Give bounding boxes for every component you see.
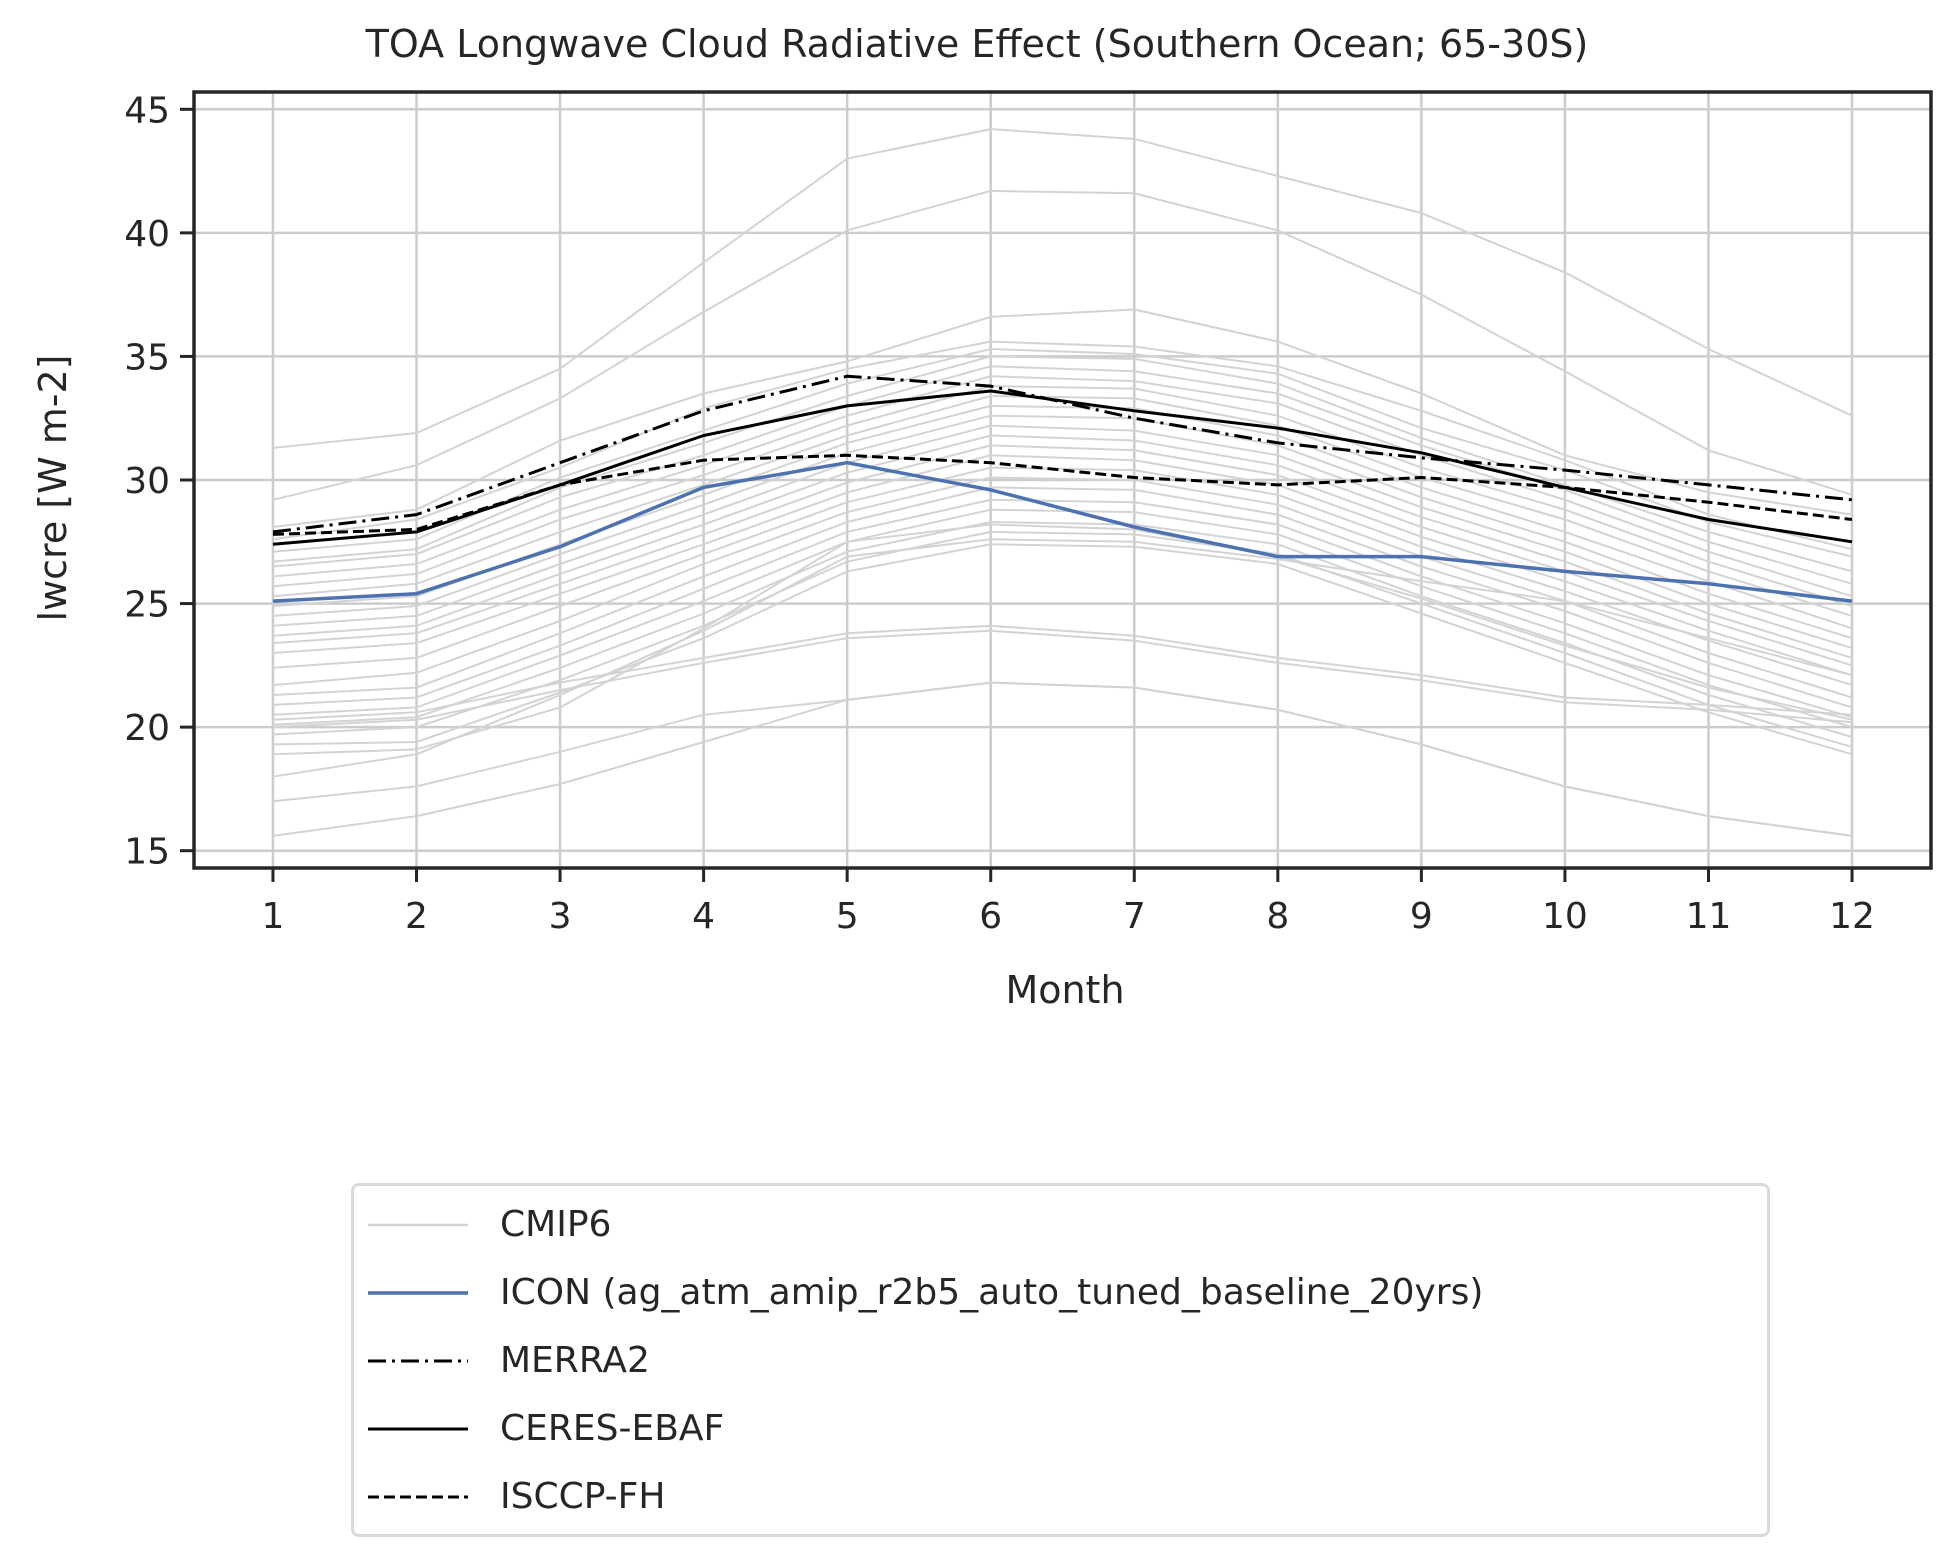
y-tick-label: 25 — [124, 585, 170, 626]
x-tick-label: 9 — [1410, 896, 1433, 937]
y-tick-label: 40 — [124, 214, 170, 255]
x-tick-label: 2 — [405, 896, 428, 937]
cmip6-member-line — [272, 486, 1853, 709]
x-tick-label: 11 — [1686, 896, 1732, 937]
cmip6-member-line — [272, 340, 1853, 551]
series-lines — [272, 374, 1853, 603]
legend: CMIP6 ICON (ag_atm_amip_r2b5_auto_tuned_… — [351, 1183, 1770, 1537]
legend-swatch-ceres-ebaf — [368, 1427, 468, 1431]
cmip6-member-line — [272, 523, 1853, 756]
legend-swatch-icon — [368, 1291, 468, 1295]
cmip6-member-line — [272, 543, 1853, 756]
cmip6-member-line — [272, 128, 1853, 449]
cmip6-member-line — [272, 414, 1853, 640]
cmip6-member-line — [272, 189, 1853, 501]
cmip6-member-line — [272, 385, 1853, 607]
y-tick-label: 45 — [124, 90, 170, 131]
legend-swatch-isccp-fh — [368, 1495, 468, 1499]
cmip6-ensemble — [272, 128, 1853, 837]
x-tick-label: 12 — [1829, 896, 1875, 937]
legend-item-ceres-ebaf: CERES-EBAF — [354, 1404, 1767, 1454]
cmip6-member-line — [272, 434, 1853, 659]
x-tick-label: 6 — [979, 896, 1002, 937]
cmip6-member-line — [272, 624, 1853, 721]
legend-label: MERRA2 — [500, 1340, 650, 1381]
x-tick-label: 4 — [692, 896, 715, 937]
y-tick-label: 15 — [124, 832, 170, 873]
x-axis-label: Month — [1005, 968, 1125, 1012]
series-line-ceres-ebaf — [272, 389, 1853, 546]
y-tick-label: 35 — [124, 337, 170, 378]
series-line-merra2 — [272, 374, 1853, 534]
legend-item-cmip6: CMIP6 — [354, 1200, 1767, 1250]
legend-item-isccp-fh: ISCCP-FH — [354, 1472, 1767, 1522]
x-tick-label: 8 — [1266, 896, 1289, 937]
y-tick-label: 30 — [124, 461, 170, 502]
cmip6-member-line — [272, 466, 1853, 687]
x-tick-label: 7 — [1123, 896, 1146, 937]
legend-item-merra2: MERRA2 — [354, 1336, 1767, 1386]
cmip6-member-line — [272, 347, 1853, 558]
y-axis-ticks: 15 20 25 30 35 40 45 — [124, 90, 194, 873]
cmip6-member-line — [272, 476, 1853, 699]
legend-swatch-cmip6 — [368, 1223, 468, 1227]
legend-swatch-merra2 — [368, 1359, 468, 1363]
cmip6-member-line — [272, 375, 1853, 598]
x-tick-label: 1 — [262, 896, 285, 937]
legend-label: ICON (ag_atm_amip_r2b5_auto_tuned_baseli… — [500, 1272, 1484, 1313]
cmip6-member-line — [272, 498, 1853, 719]
cmip6-member-line — [272, 538, 1853, 778]
chart-title: TOA Longwave Cloud Radiative Effect (Sou… — [365, 22, 1589, 66]
cmip6-member-line — [272, 308, 1853, 528]
cmip6-member-line — [272, 365, 1853, 585]
legend-item-icon: ICON (ag_atm_amip_r2b5_auto_tuned_baseli… — [354, 1268, 1767, 1318]
cmip6-member-line — [272, 681, 1853, 837]
legend-label: CERES-EBAF — [500, 1408, 725, 1449]
cmip6-member-line — [272, 424, 1853, 650]
cmip6-member-line — [272, 454, 1853, 677]
grid-lines — [194, 92, 1931, 868]
cmip6-member-line — [272, 444, 1853, 667]
cmip6-member-line — [272, 394, 1853, 617]
x-tick-label: 3 — [549, 896, 572, 937]
x-tick-label: 10 — [1542, 896, 1588, 937]
cmip6-member-line — [272, 508, 1853, 729]
cmip6-member-line — [272, 629, 1853, 729]
legend-label: ISCCP-FH — [500, 1476, 666, 1517]
legend-label: CMIP6 — [500, 1204, 612, 1245]
series-line-icon — [272, 460, 1853, 603]
x-tick-label: 5 — [836, 896, 859, 937]
x-axis-ticks: 1 2 3 4 5 6 7 8 9 10 11 12 — [262, 868, 1875, 937]
y-tick-label: 20 — [124, 708, 170, 749]
